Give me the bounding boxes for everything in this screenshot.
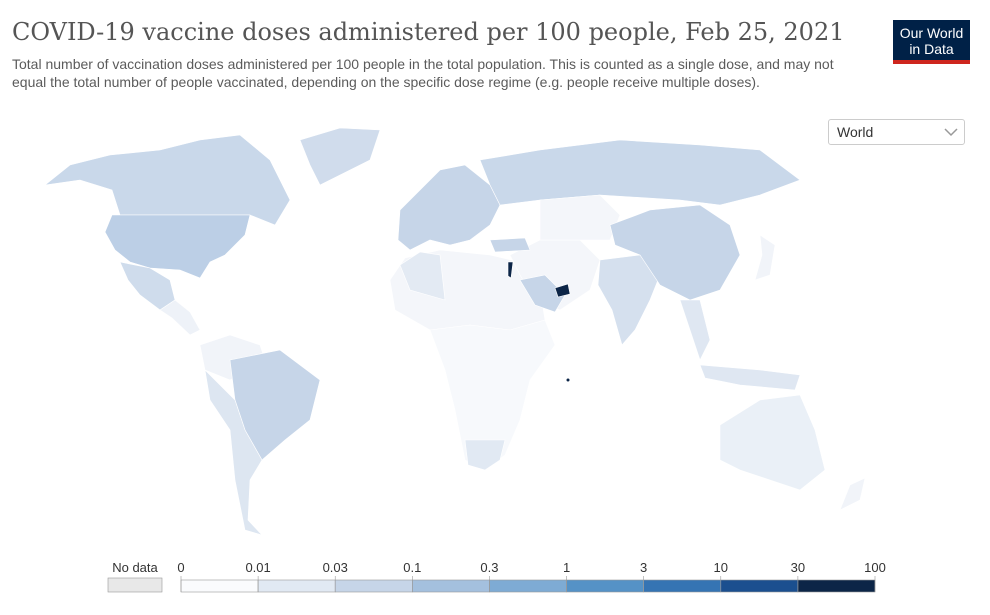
israel	[507, 261, 514, 279]
legend-tick-label: 30	[791, 560, 805, 575]
legend-tick-label: 0.03	[323, 560, 348, 575]
new-zealand	[839, 477, 866, 511]
logo-line: in Data	[909, 41, 954, 57]
russia	[479, 139, 801, 206]
south-africa	[464, 439, 506, 471]
japan	[754, 234, 776, 281]
legend-tick-label: 3	[640, 560, 647, 575]
legend-tick-label: 100	[864, 560, 886, 575]
legend-swatch	[643, 579, 722, 593]
saudi-arabia	[519, 274, 566, 313]
europe	[397, 164, 501, 251]
australia	[719, 394, 826, 491]
world-map	[43, 127, 866, 536]
africa-south	[429, 319, 556, 471]
legend-swatch	[412, 579, 490, 593]
legend-swatch	[334, 579, 413, 593]
central-america	[159, 299, 201, 336]
dropdown-arrow	[944, 128, 958, 137]
southeast-asia	[679, 299, 711, 361]
legend-tick-label: 0	[177, 560, 184, 575]
subtitle: Total number of vaccination doses admini…	[12, 56, 834, 90]
logo[interactable]: Our World in Data	[893, 20, 970, 64]
greenland	[299, 127, 381, 186]
legend-tick-label: 0.1	[403, 560, 421, 575]
seychelles	[566, 378, 570, 382]
south-america-south	[204, 369, 263, 536]
legend-swatch	[797, 579, 876, 593]
legend-tick-label: 1	[563, 560, 570, 575]
legend-tick-label: 0.01	[245, 560, 270, 575]
china	[609, 204, 741, 301]
region-selector[interactable]: World	[828, 119, 965, 145]
morocco-algeria	[399, 251, 446, 301]
legend-swatch	[489, 579, 567, 593]
uae	[554, 283, 571, 298]
legend-tick-label: 0.3	[480, 560, 498, 575]
indonesia	[699, 364, 801, 391]
legend-swatch	[720, 579, 799, 593]
no-data-label: No data	[112, 560, 158, 575]
title: COVID-19 vaccine doses administered per …	[12, 18, 845, 46]
legend-swatch	[257, 579, 336, 593]
turkey	[489, 237, 531, 253]
logo-line: Our World	[899, 25, 964, 41]
legend-tick-label: 10	[714, 560, 728, 575]
no-data-swatch	[107, 577, 163, 593]
legend-swatch	[566, 579, 644, 593]
selector-value: World	[837, 124, 874, 140]
legend-swatch	[180, 579, 259, 593]
usa	[104, 214, 251, 279]
central-asia	[539, 194, 621, 241]
canada	[43, 134, 291, 226]
